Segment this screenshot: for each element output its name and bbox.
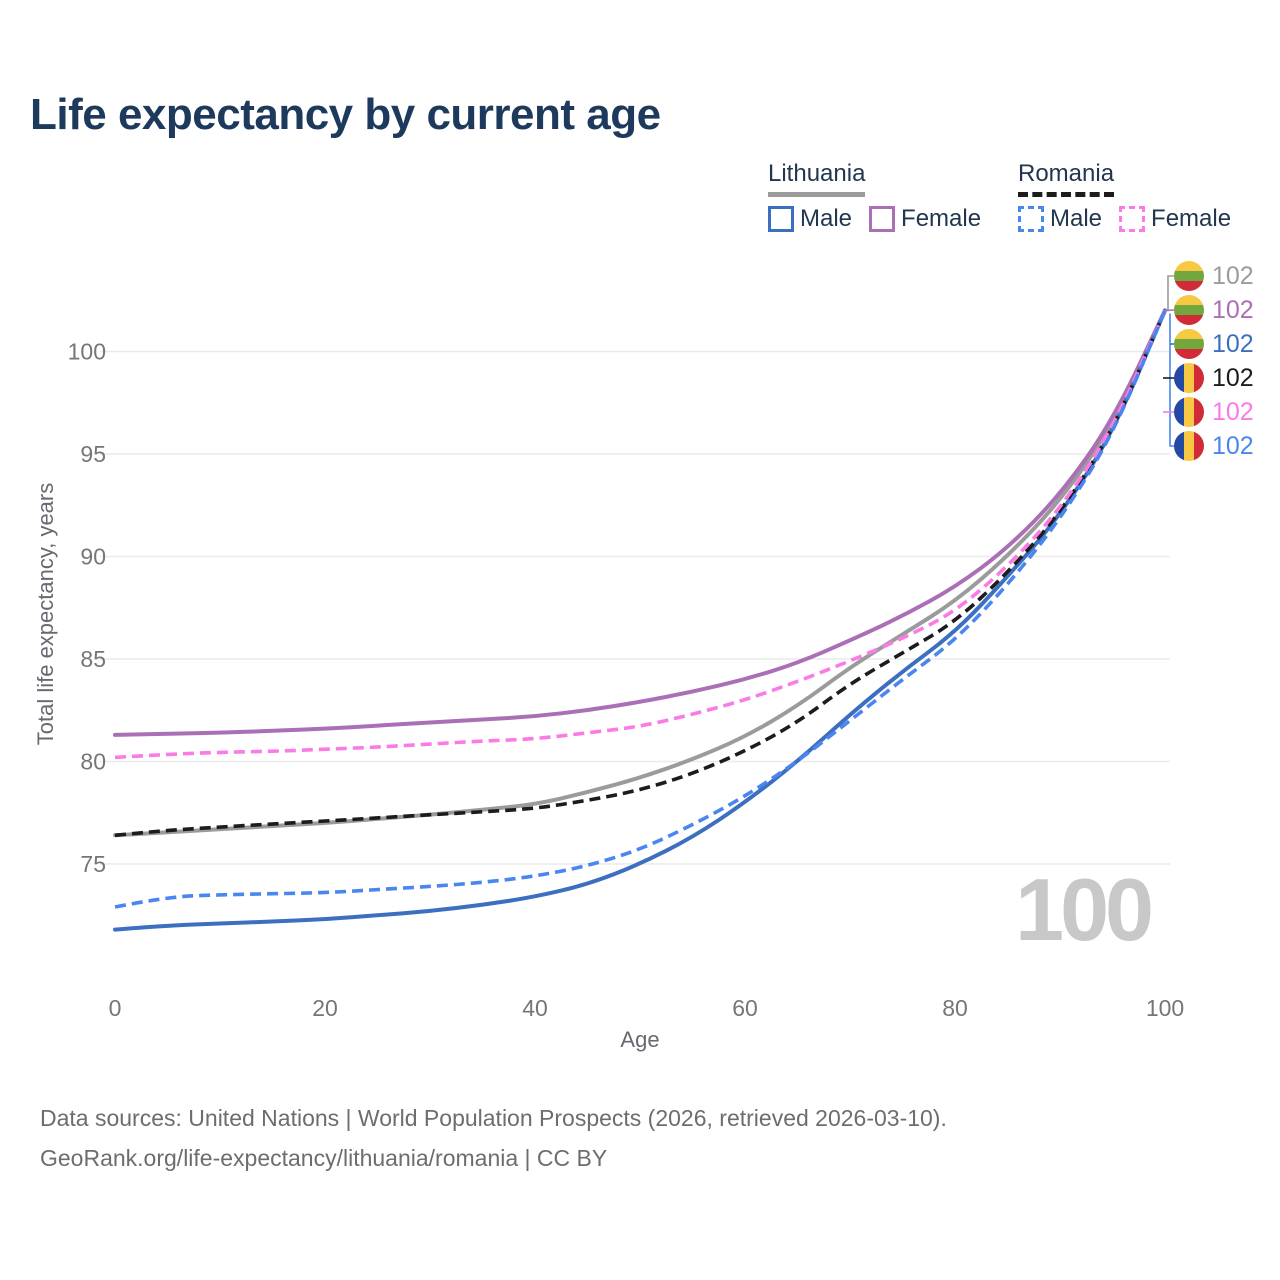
series-line-lithuania-male [113, 308, 1167, 932]
legend-country-romania[interactable]: Romania [1018, 161, 1115, 197]
end-value-label: 102 [1212, 296, 1254, 324]
footer: Data sources: United Nations | World Pop… [40, 1098, 947, 1178]
legend-label-romania-female[interactable]: Female [1151, 205, 1232, 232]
lithuania-flag-icon [1174, 261, 1204, 291]
y-axis-title: Total life expectancy, years [33, 482, 58, 746]
romania-female-swatch-icon[interactable] [1119, 206, 1146, 232]
x-tick-label: 40 [522, 995, 548, 1021]
y-tick-label: 80 [80, 749, 106, 775]
legend-row-lithuania: Male Female [768, 206, 981, 232]
y-tick-label: 95 [80, 441, 106, 467]
end-label-romania-male: 102 [1174, 431, 1254, 461]
x-tick-label: 0 [109, 995, 122, 1021]
x-tick-label: 100 [1146, 995, 1184, 1021]
end-value-label: 102 [1212, 432, 1254, 460]
series-line-romania-female [114, 309, 1167, 760]
end-label-leader-line [1169, 313, 1174, 447]
romania-flag-icon [1174, 397, 1204, 427]
end-value-label: 102 [1212, 330, 1254, 358]
x-tick-label: 80 [942, 995, 968, 1021]
y-tick-label: 90 [80, 544, 106, 570]
y-tick-label: 100 [68, 339, 106, 365]
footer-data-sources: Data sources: United Nations | World Pop… [40, 1105, 947, 1131]
y-tick-label: 85 [80, 646, 106, 672]
end-label-lithuania: 102 [1174, 261, 1254, 291]
end-label-romania-female: 102 [1174, 397, 1254, 427]
end-label-leader-line [1165, 275, 1174, 312]
series-line-lithuania [113, 308, 1167, 838]
end-value-label: 102 [1212, 398, 1254, 426]
lithuania-flag-icon [1174, 329, 1204, 359]
lithuania-female-swatch-icon[interactable] [869, 206, 896, 232]
romania-flag-icon [1174, 363, 1204, 393]
legend-label-romania-male[interactable]: Male [1050, 205, 1103, 232]
legend-row-romania: Male Female [1018, 206, 1231, 232]
page-title: Life expectancy by current age [30, 90, 661, 139]
x-tick-label: 20 [312, 995, 338, 1021]
legend-label-lithuania-female[interactable]: Female [901, 205, 982, 232]
x-axis-title: Age [620, 1027, 660, 1052]
x-tick-label: 60 [732, 995, 758, 1021]
end-label-lithuania-female: 102 [1174, 295, 1254, 325]
current-age-watermark: 100 [1015, 860, 1154, 959]
series-line-romania [114, 309, 1167, 838]
series-line-romania-male [114, 309, 1167, 909]
footer-attribution: GeoRank.org/life-expectancy/lithuania/ro… [40, 1145, 608, 1171]
end-label-leader-line [1164, 309, 1175, 312]
series-line-lithuania-female [113, 308, 1167, 737]
legend-group-romania: Romania Male Female [1018, 161, 1231, 232]
end-value-label: 102 [1212, 364, 1254, 392]
series-end-labels: 102 102 102 102 102 102 [1174, 261, 1254, 465]
legend-group-lithuania: Lithuania Male Female [768, 161, 981, 232]
legend-label-lithuania-male[interactable]: Male [800, 205, 853, 232]
end-label-lithuania-male: 102 [1174, 329, 1254, 359]
legend-country-lithuania[interactable]: Lithuania [768, 161, 866, 197]
y-tick-label: 75 [80, 851, 106, 877]
romania-male-swatch-icon[interactable] [1018, 206, 1044, 232]
end-value-label: 102 [1212, 262, 1254, 290]
end-label-romania: 102 [1174, 363, 1254, 393]
lithuania-flag-icon [1174, 295, 1204, 325]
lithuania-male-swatch-icon[interactable] [768, 206, 794, 232]
romania-flag-icon [1174, 431, 1204, 461]
